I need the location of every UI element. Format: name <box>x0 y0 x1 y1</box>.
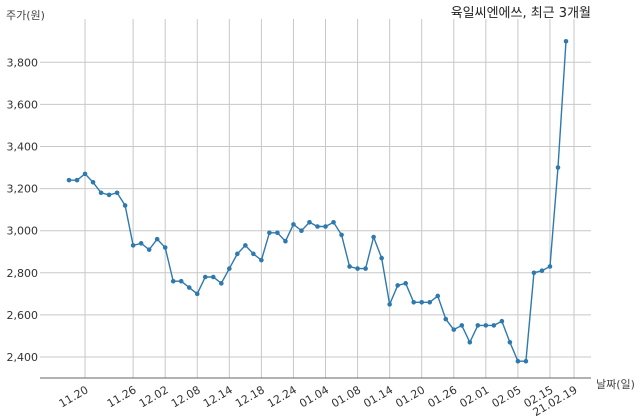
y-tick-label: 2,400 <box>7 351 39 364</box>
data-point <box>331 219 336 225</box>
data-point <box>138 241 144 246</box>
data-point <box>395 283 400 288</box>
data-point <box>130 243 136 248</box>
grid-layer <box>40 19 591 378</box>
data-point <box>90 179 96 185</box>
label-layer: 육일씨엔에쓰, 최근 3개월 주가(원) 날짜(일) <box>6 6 635 391</box>
data-point <box>114 190 120 196</box>
x-axis-label: 날짜(일) <box>596 377 635 391</box>
x-tick-label: 12.02 <box>137 383 171 410</box>
data-point <box>563 38 569 44</box>
y-tick-label: 3,600 <box>7 98 39 111</box>
data-point <box>483 323 489 328</box>
x-tick-label: 12.14 <box>201 383 235 410</box>
data-point <box>154 236 160 242</box>
x-tick-label: 12.18 <box>233 383 267 410</box>
x-tick-label: 01.20 <box>393 383 427 410</box>
data-point <box>243 243 248 248</box>
data-point <box>307 219 312 225</box>
data-point <box>427 299 433 305</box>
data-point <box>451 327 457 332</box>
y-tick-label: 3,200 <box>7 183 39 196</box>
x-tick-label: 12.24 <box>265 383 299 410</box>
data-point <box>523 358 529 364</box>
data-point <box>210 274 216 280</box>
x-tick-label: 12.08 <box>169 383 203 410</box>
data-point <box>146 247 152 252</box>
x-tick-label: 11.26 <box>105 383 139 410</box>
data-point <box>170 278 176 284</box>
data-point <box>194 291 200 297</box>
data-point <box>162 245 168 250</box>
data-point <box>98 190 104 196</box>
y-tick-label: 3,800 <box>7 56 39 69</box>
x-tick-label: 11.20 <box>57 383 91 410</box>
y-tick-label: 2,600 <box>7 309 39 322</box>
data-point <box>435 293 441 299</box>
data-point <box>323 224 328 229</box>
x-tick-label: 02.01 <box>458 383 492 410</box>
data-point <box>122 203 128 208</box>
data-point <box>475 323 481 328</box>
data-point <box>227 266 232 271</box>
data-point <box>339 232 344 238</box>
y-axis-label: 주가(원) <box>6 9 45 22</box>
data-point <box>547 264 553 269</box>
data-point <box>283 238 288 244</box>
data-point <box>315 224 320 229</box>
data-point <box>202 274 208 280</box>
series-line <box>69 41 567 362</box>
data-point <box>491 323 497 328</box>
data-point <box>267 230 272 236</box>
data-point <box>106 192 112 198</box>
x-tick-label: 01.14 <box>361 383 395 410</box>
data-point <box>251 251 256 257</box>
data-point <box>499 318 505 324</box>
axis-layer: 2,400 2,600 2,800 3,000 3,200 3,400 3,600 3,800… <box>7 56 591 419</box>
data-point <box>387 302 392 307</box>
chart-title: 육일씨엔에쓰, 최근 3개월 <box>451 6 591 21</box>
y-tick-label: 3,400 <box>7 141 39 154</box>
data-point <box>531 270 537 276</box>
data-point <box>419 299 425 305</box>
x-tick-label: 01.08 <box>329 383 363 410</box>
data-point <box>178 278 184 284</box>
data-point <box>467 339 473 345</box>
x-tick-label: 01.26 <box>425 383 459 410</box>
y-tick-label: 3,000 <box>7 225 39 238</box>
data-point <box>539 268 545 273</box>
series-layer <box>66 38 569 364</box>
data-point <box>82 171 88 177</box>
data-point <box>403 281 408 286</box>
data-point <box>507 339 513 345</box>
data-point <box>459 323 465 328</box>
data-point <box>186 285 192 290</box>
data-point <box>443 316 449 322</box>
data-point <box>371 234 376 240</box>
x-tick-label: 02.05 <box>490 383 524 410</box>
data-point <box>219 281 224 286</box>
data-point <box>515 358 521 364</box>
data-point <box>347 264 352 269</box>
data-point <box>74 177 80 183</box>
data-point <box>291 222 296 227</box>
data-point <box>355 266 360 271</box>
data-point <box>411 299 416 305</box>
data-point <box>379 255 384 261</box>
data-point <box>235 251 240 257</box>
data-point <box>259 257 264 263</box>
y-tick-label: 2,800 <box>7 267 39 280</box>
data-point <box>363 266 368 271</box>
data-point <box>66 177 72 183</box>
data-point <box>275 230 280 236</box>
x-tick-label: 01.04 <box>297 383 331 410</box>
data-point <box>555 165 561 170</box>
data-point <box>299 228 304 233</box>
